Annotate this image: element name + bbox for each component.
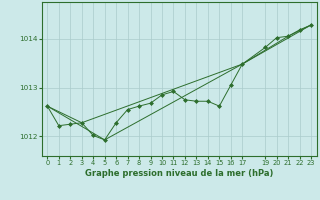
X-axis label: Graphe pression niveau de la mer (hPa): Graphe pression niveau de la mer (hPa)	[85, 169, 273, 178]
